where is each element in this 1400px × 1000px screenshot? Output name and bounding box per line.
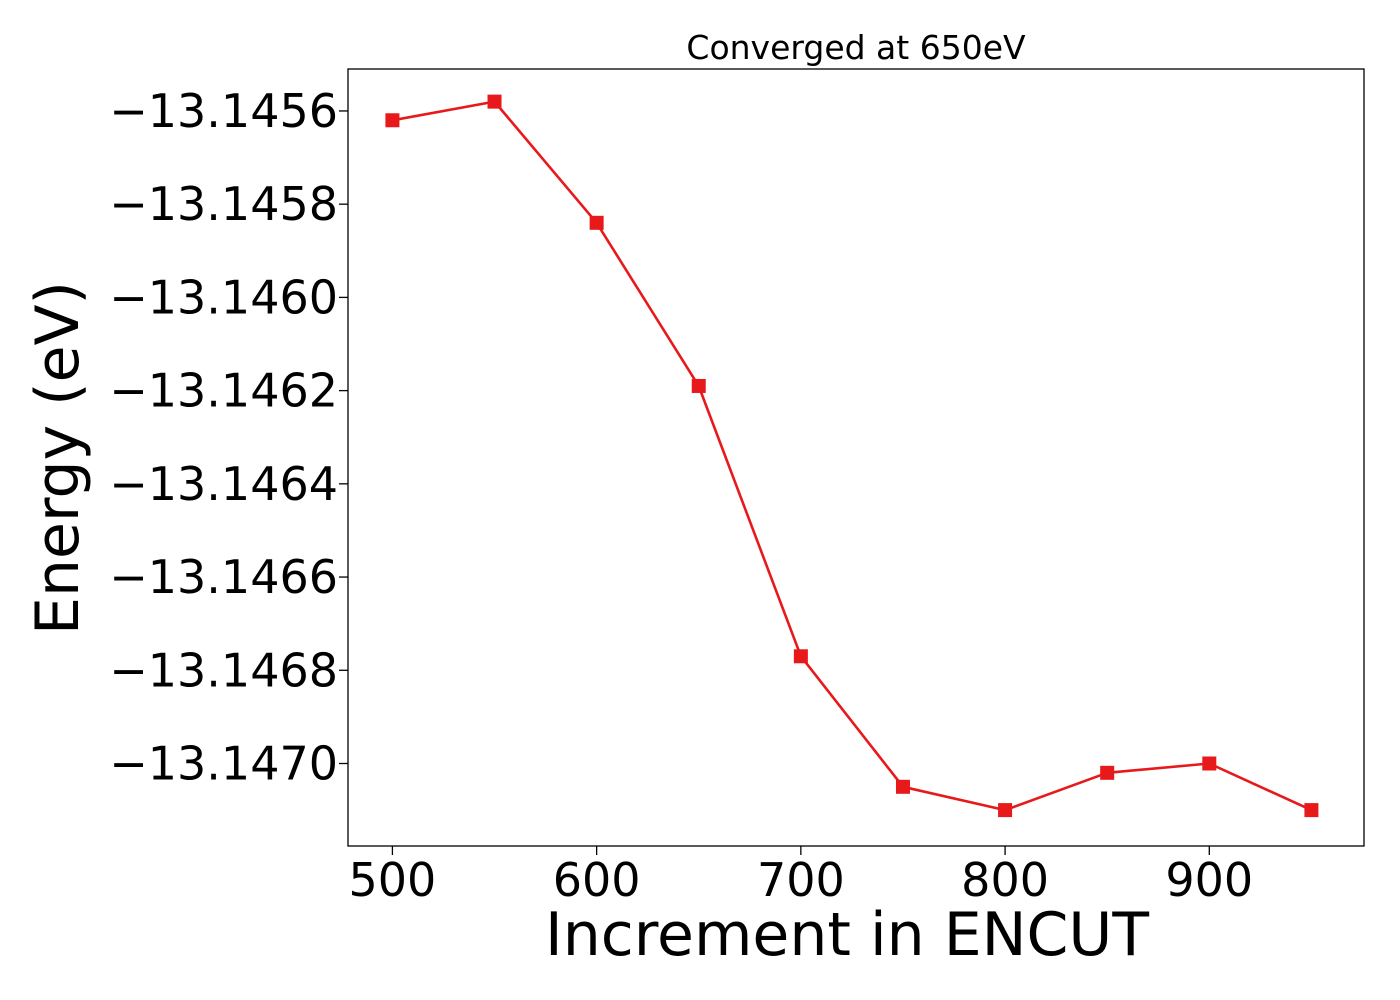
chart-title: Converged at 650eV bbox=[686, 28, 1026, 67]
x-tick-label: 900 bbox=[1165, 853, 1253, 907]
data-point-marker bbox=[385, 113, 400, 128]
series-layer bbox=[385, 94, 1319, 818]
data-point-marker bbox=[589, 215, 604, 230]
y-tick-label: −13.1466 bbox=[109, 550, 338, 604]
y-tick-label: −13.1468 bbox=[109, 643, 338, 697]
data-point-marker bbox=[998, 803, 1013, 818]
data-point-marker bbox=[1202, 756, 1217, 771]
y-tick-label: −13.1464 bbox=[109, 457, 338, 511]
data-point-marker bbox=[895, 779, 910, 794]
x-axis: 500 600 700 800 900 bbox=[349, 846, 1253, 907]
y-axis: −13.1456 −13.1458 −13.1460 −13.1462 −13.1464… bbox=[109, 84, 348, 790]
x-tick-label: 700 bbox=[757, 853, 845, 907]
x-tick-label: 500 bbox=[349, 853, 437, 907]
plot-area-frame bbox=[347, 68, 1365, 847]
y-tick-label: −13.1460 bbox=[109, 270, 338, 324]
y-tick-label: −13.1470 bbox=[109, 736, 338, 790]
series-line bbox=[392, 100, 1312, 812]
x-axis-label: Increment in ENCUT bbox=[545, 900, 1149, 970]
data-point-marker bbox=[691, 378, 706, 393]
data-point-marker bbox=[1304, 803, 1319, 818]
x-tick-label: 800 bbox=[961, 853, 1049, 907]
data-point-marker bbox=[487, 94, 502, 109]
y-tick-label: −13.1462 bbox=[109, 364, 338, 418]
y-tick-label: −13.1458 bbox=[109, 177, 338, 231]
y-axis-label: Energy (eV) bbox=[23, 281, 93, 635]
y-tick-label: −13.1456 bbox=[109, 84, 338, 138]
data-point-marker bbox=[1100, 765, 1115, 780]
x-tick-label: 600 bbox=[553, 853, 641, 907]
data-point-marker bbox=[793, 649, 808, 664]
